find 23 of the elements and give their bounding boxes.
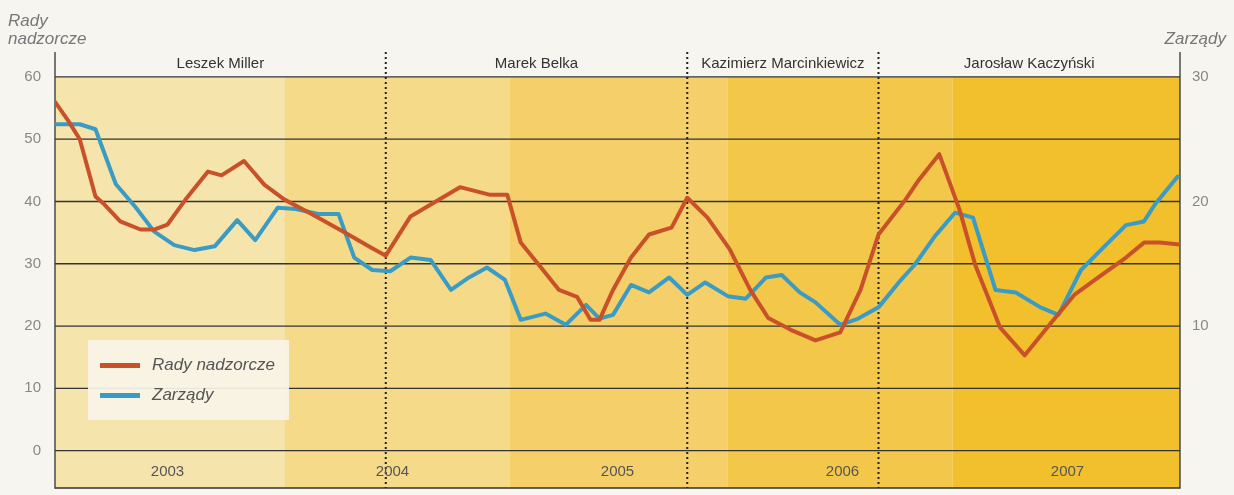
x-tick-label: 2004 <box>375 462 410 480</box>
y-tick-label: 60 <box>24 67 41 85</box>
x-tick-label: 2006 <box>825 462 860 480</box>
x-tick-label: 2007 <box>1050 462 1085 480</box>
annotation: Leszek Miller <box>176 54 265 72</box>
y-tick-label: 30 <box>24 253 41 271</box>
x-tick-label: 2003 <box>150 462 185 480</box>
y-axis-title: Rady nadzorcze <box>8 11 88 48</box>
y-tick-label: 40 <box>24 191 41 209</box>
annotation: Jarosław Kaczyński <box>963 54 1095 72</box>
y-tick-label: 10 <box>24 378 41 396</box>
legend-label: Rady nadzorcze <box>152 355 275 375</box>
y2-tick-label: 20 <box>1192 191 1209 209</box>
legend-label: Zarządy <box>152 385 214 405</box>
y-tick-label: 0 <box>32 440 41 458</box>
x-tick-label: 2005 <box>600 462 635 480</box>
y-tick-label: 50 <box>24 129 41 147</box>
y2-tick-label: 10 <box>1192 316 1209 334</box>
y-tick-label: 20 <box>24 316 41 334</box>
y2-axis-title: Zarządy <box>1164 29 1226 48</box>
annotation: Marek Belka <box>494 54 579 72</box>
annotation: Kazimierz Marcinkiewicz <box>701 54 865 72</box>
y2-tick-label: 30 <box>1192 67 1209 85</box>
